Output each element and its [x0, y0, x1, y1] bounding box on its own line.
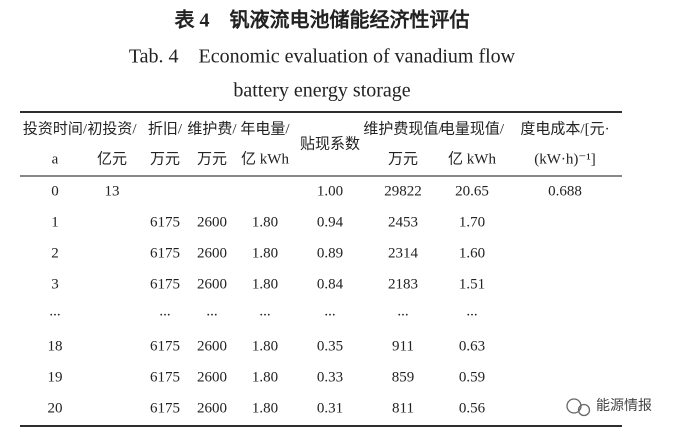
cell: 1.80 — [252, 276, 278, 292]
cell: 2453 — [388, 214, 418, 230]
cell: ... — [466, 303, 477, 319]
cell: ... — [206, 303, 217, 319]
header-cell: 万元 — [150, 151, 180, 167]
cell: 0.688 — [548, 183, 582, 199]
cell: 19 — [48, 369, 63, 385]
cell: ... — [49, 303, 60, 319]
cell: 0.89 — [317, 245, 343, 261]
cell: 2600 — [197, 245, 227, 261]
cell: 0.35 — [317, 338, 343, 354]
cell: 811 — [392, 400, 414, 416]
watermark-icon — [566, 398, 591, 417]
cell: 1.80 — [252, 214, 278, 230]
header-cell: 折旧/ — [148, 120, 183, 137]
cell: 859 — [392, 369, 415, 385]
watermark: 能源情报 — [596, 398, 652, 414]
header-cell: 亿元 — [97, 150, 127, 167]
cell: 6175 — [150, 338, 180, 354]
cell: 1.51 — [459, 276, 485, 292]
cell: 6175 — [150, 276, 180, 292]
header-cell: 贴现系数 — [300, 135, 360, 152]
header-cell: 亿 kWh — [241, 150, 289, 167]
cell: 1 — [51, 214, 59, 230]
cell: 2600 — [197, 338, 227, 354]
cell: 6175 — [150, 400, 180, 416]
cell: 2600 — [197, 369, 227, 385]
cell: 1.70 — [459, 214, 485, 230]
cell: 18 — [48, 338, 63, 354]
cell: 2 — [51, 245, 59, 261]
cell: ... — [159, 303, 170, 319]
cell: ... — [324, 303, 335, 319]
cell: 2183 — [388, 276, 418, 292]
cell: 0 — [51, 183, 59, 199]
header-cell: 电量现值/ — [440, 120, 505, 137]
header-cell: 万元 — [388, 151, 418, 167]
cell: 1.80 — [252, 400, 278, 416]
cell: 2314 — [388, 245, 419, 261]
cell: 1.00 — [317, 183, 343, 199]
header-cell: a — [52, 151, 59, 167]
header-cell: 维护费现值/ — [363, 120, 443, 137]
cell: 6175 — [150, 214, 180, 230]
cell: 3 — [51, 276, 59, 292]
header-cell: 维护费/ — [187, 120, 237, 137]
cell: 2600 — [197, 214, 227, 230]
cell: 1.80 — [252, 338, 278, 354]
header-cell: 度电成本/[元· — [520, 120, 609, 137]
title-en: battery energy storage — [233, 80, 410, 102]
cell: 911 — [392, 338, 414, 354]
cell: 29822 — [384, 183, 422, 199]
cell: 0.84 — [317, 276, 344, 292]
header-cell: (kW·h)⁻¹] — [534, 151, 596, 167]
cell: 6175 — [150, 245, 180, 261]
cell: 1.80 — [252, 369, 278, 385]
cell: 13 — [105, 183, 120, 199]
cell: 0.94 — [317, 214, 344, 230]
cell: 2600 — [197, 276, 227, 292]
cell: 0.31 — [317, 400, 343, 416]
title-en: Tab. 4 Economic evaluation of vanadium f… — [129, 46, 516, 68]
cell: 6175 — [150, 369, 180, 385]
cell: 20.65 — [455, 183, 489, 199]
cell: 20 — [48, 400, 63, 416]
cell: 0.59 — [459, 369, 485, 385]
cell: 0.63 — [459, 338, 485, 354]
cell: 0.56 — [459, 400, 486, 416]
cell: 1.80 — [252, 245, 278, 261]
header-cell: 万元 — [197, 151, 227, 167]
cell: 1.60 — [459, 245, 485, 261]
header-cell: 初投资/ — [87, 120, 137, 137]
title-cn: 表 4 钒液流电池储能经济性评估 — [175, 8, 470, 32]
header-cell: 亿 kWh — [448, 150, 496, 167]
cell: ... — [259, 303, 270, 319]
cell: 0.33 — [317, 369, 343, 385]
header-cell: 年电量/ — [240, 120, 290, 137]
header-cell: 投资时间/ — [23, 120, 88, 137]
cell: 2600 — [197, 400, 227, 416]
cell: ... — [397, 303, 408, 319]
